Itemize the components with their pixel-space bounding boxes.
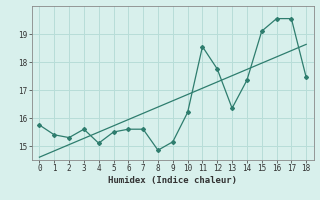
X-axis label: Humidex (Indice chaleur): Humidex (Indice chaleur): [108, 176, 237, 185]
